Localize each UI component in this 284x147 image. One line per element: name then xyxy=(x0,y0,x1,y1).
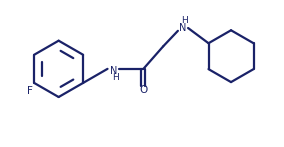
Text: F: F xyxy=(27,86,33,96)
Text: N: N xyxy=(179,23,187,33)
Text: O: O xyxy=(139,85,148,95)
Text: N: N xyxy=(110,66,117,76)
Text: H: H xyxy=(113,73,119,82)
Text: H: H xyxy=(181,16,188,25)
